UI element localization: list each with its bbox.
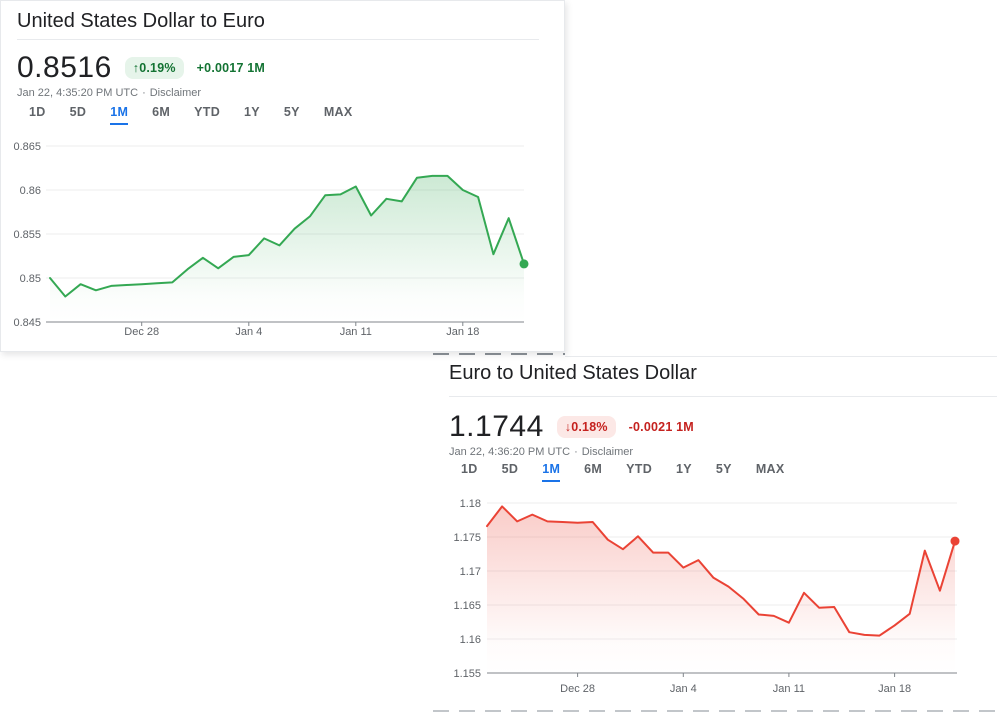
tab-1d[interactable]: 1D [461, 462, 478, 476]
range-tabs: 1D 5D 1M 6M YTD 1Y 5Y MAX [29, 105, 353, 125]
svg-text:Dec 28: Dec 28 [124, 326, 159, 338]
change-absolute: +0.0017 1M [196, 61, 266, 75]
disclaimer-link[interactable]: Disclaimer [581, 446, 634, 458]
svg-text:0.855: 0.855 [13, 229, 41, 241]
tab-1m[interactable]: 1M [110, 105, 129, 125]
svg-text:0.845: 0.845 [13, 317, 41, 329]
change-absolute: -0.0021 1M [628, 420, 694, 434]
svg-text:0.86: 0.86 [20, 185, 41, 197]
tab-5y[interactable]: 5Y [283, 105, 300, 119]
svg-text:1.18: 1.18 [460, 498, 481, 510]
tab-max[interactable]: MAX [323, 105, 353, 119]
clipped-edge-dashes-bottom [433, 710, 997, 712]
usd-eur-area-chart[interactable]: 0.845 0.85 0.855 0.86 0.865 Dec 28 Jan 4 Jan 11… [1, 131, 566, 351]
svg-text:Jan 11: Jan 11 [340, 326, 372, 338]
tab-5d[interactable]: 5D [501, 462, 519, 476]
disclaimer-link[interactable]: Disclaimer [149, 87, 202, 99]
widget-top-border [565, 356, 997, 357]
svg-text:0.85: 0.85 [20, 273, 41, 285]
up-arrow-icon: ↑ [132, 61, 140, 75]
tab-ytd[interactable]: YTD [626, 462, 653, 476]
timestamp-row: Jan 22, 4:35:20 PM UTC · Disclaimer [17, 87, 201, 99]
usd-to-eur-widget: United States Dollar to Euro 0.8516 ↑ 0.1… [0, 0, 565, 352]
svg-text:Jan 4: Jan 4 [670, 683, 697, 695]
timestamp: Jan 22, 4:36:20 PM UTC [449, 446, 571, 458]
tab-1m[interactable]: 1M [542, 462, 561, 482]
widget-title: Euro to United States Dollar [449, 362, 697, 384]
tab-1y[interactable]: 1Y [676, 462, 692, 476]
tab-6m[interactable]: 6M [152, 105, 171, 119]
tab-1d[interactable]: 1D [29, 105, 46, 119]
svg-text:Jan 18: Jan 18 [446, 326, 479, 338]
change-percent: 0.18% [571, 420, 608, 434]
timestamp-row: Jan 22, 4:36:20 PM UTC · Disclaimer [449, 446, 633, 458]
change-percent-badge: ↓ 0.18% [556, 416, 616, 438]
title-divider [17, 39, 539, 40]
price-row: 1.1744 ↓ 0.18% -0.0021 1M [449, 410, 694, 444]
tab-1y[interactable]: 1Y [244, 105, 260, 119]
eur-usd-area-chart[interactable]: 1.155 1.16 1.165 1.17 1.175 1.18 Dec 28 Jan 4 Ja… [433, 493, 997, 715]
tab-max[interactable]: MAX [755, 462, 785, 476]
widget-title: United States Dollar to Euro [17, 10, 265, 32]
range-tabs: 1D 5D 1M 6M YTD 1Y 5Y MAX [461, 462, 785, 482]
title-divider [449, 396, 997, 397]
svg-text:Jan 11: Jan 11 [773, 683, 805, 695]
svg-text:1.175: 1.175 [453, 532, 481, 544]
down-arrow-icon: ↓ [564, 420, 572, 434]
svg-text:Dec 28: Dec 28 [560, 683, 595, 695]
svg-text:Jan 18: Jan 18 [878, 683, 911, 695]
svg-text:1.155: 1.155 [453, 668, 481, 680]
price-row: 0.8516 ↑ 0.19% +0.0017 1M [17, 51, 265, 85]
svg-text:0.865: 0.865 [13, 141, 41, 153]
svg-text:1.16: 1.16 [460, 634, 481, 646]
eur-to-usd-widget: Euro to United States Dollar 1.1744 ↓ 0.1… [433, 353, 997, 716]
exchange-rate-value: 0.8516 [17, 51, 112, 84]
tab-5d[interactable]: 5D [69, 105, 87, 119]
tab-ytd[interactable]: YTD [194, 105, 221, 119]
timestamp: Jan 22, 4:35:20 PM UTC [17, 87, 139, 99]
clipped-edge-dashes-top [433, 353, 565, 355]
tab-5y[interactable]: 5Y [715, 462, 732, 476]
svg-text:1.165: 1.165 [453, 600, 481, 612]
dot-separator: · [142, 87, 146, 99]
dot-separator: · [574, 446, 578, 458]
tab-6m[interactable]: 6M [584, 462, 603, 476]
exchange-rate-value: 1.1744 [449, 410, 544, 443]
change-percent: 0.19% [139, 61, 176, 75]
svg-text:Jan 4: Jan 4 [235, 326, 262, 338]
change-percent-badge: ↑ 0.19% [124, 57, 184, 79]
svg-text:1.17: 1.17 [460, 566, 481, 578]
